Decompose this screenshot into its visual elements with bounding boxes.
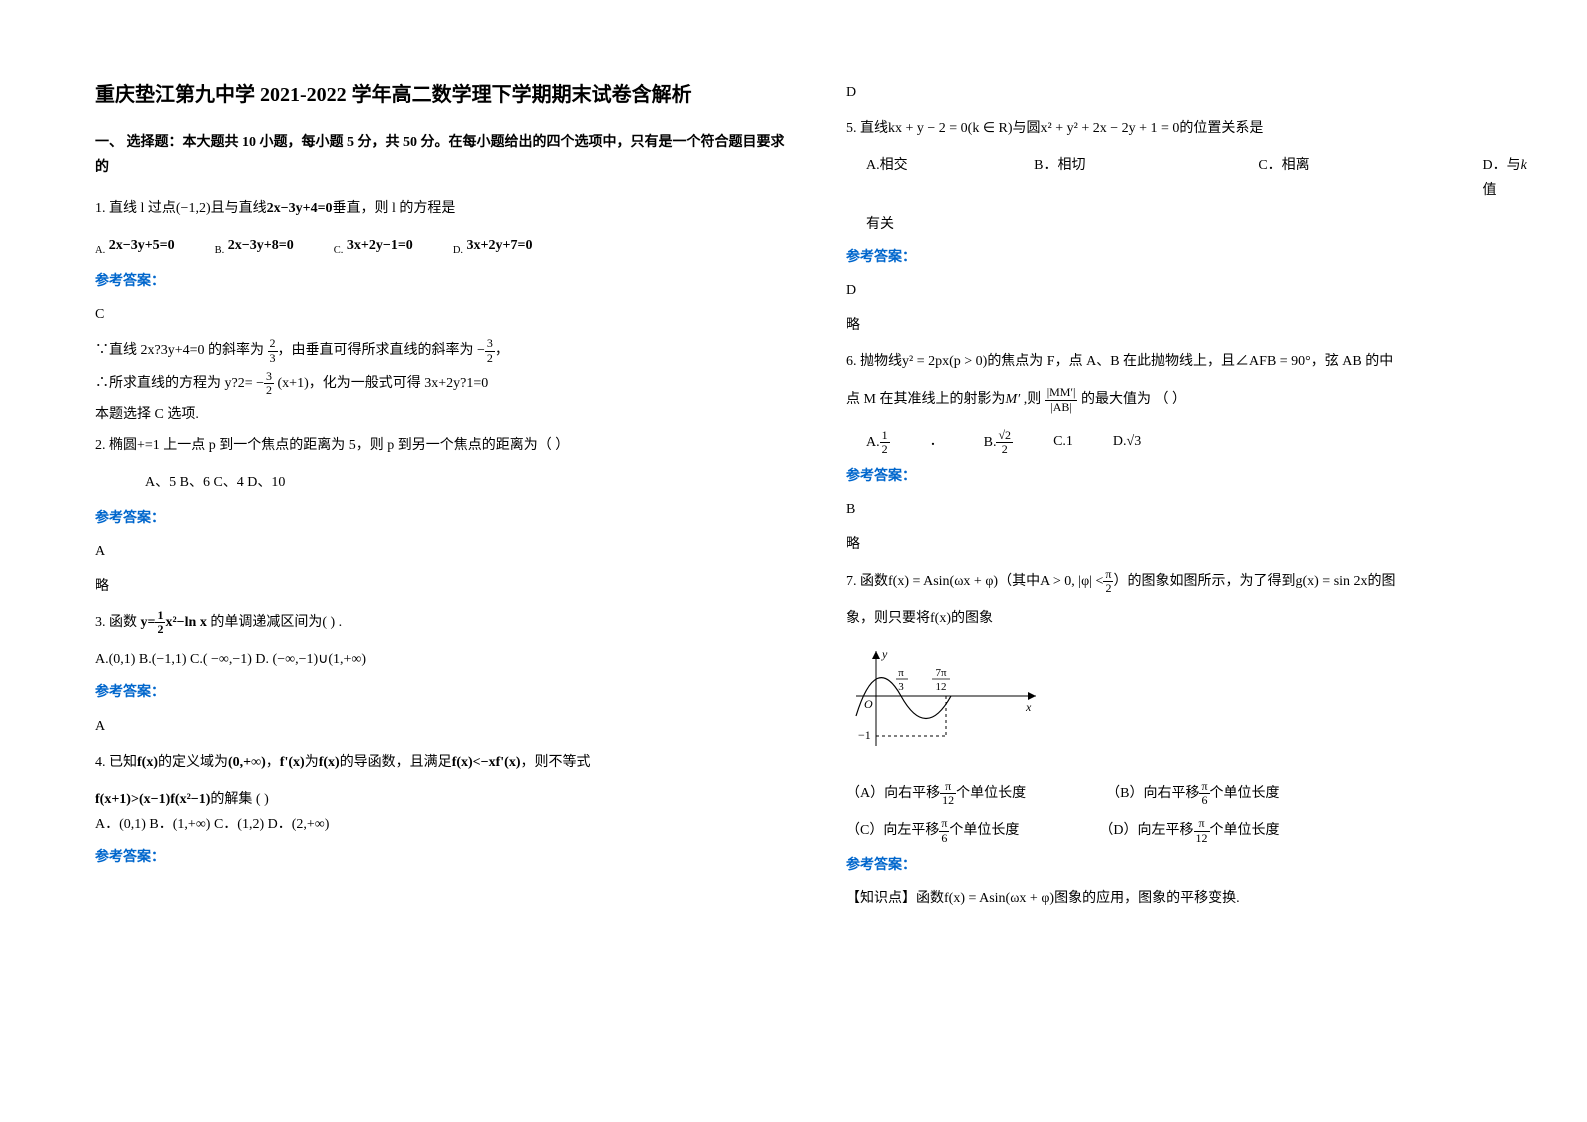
q7-opt-d: （D）向左平移π12个单位长度 (1099, 817, 1279, 844)
q3-answer-label: 参考答案： (95, 680, 786, 705)
frac-2-3: 23 (268, 337, 278, 364)
q1-explain-3: 本题选择 C 选项. (95, 402, 786, 427)
q1-stem-prefix: 1. 直线 l 过点(−1,2)且与直线 (95, 201, 267, 216)
q4-answer-d: D (846, 80, 1537, 105)
q6-ratio: |MM′||AB| (1045, 386, 1078, 413)
q4-answer-label: 参考答案： (95, 845, 786, 870)
q5-answer: D (846, 278, 1537, 303)
question-5: 5. 直线kx + y − 2 = 0(k ∈ R)与圆x² + y² + 2x… (846, 115, 1537, 143)
q1-explain-1: ∵直线 2x?3y+4=0 的斜率为 23，由垂直可得所求直线的斜率为 −32， (95, 337, 786, 364)
q6-opt-d: D.√3 (1113, 429, 1141, 456)
q2-answer-label: 参考答案： (95, 506, 786, 531)
graph-tick1-den: 3 (898, 681, 904, 693)
q5-opt-d-line2: 有关 (866, 212, 1537, 237)
graph-tick1-num: π (898, 667, 904, 679)
q6-opt-a: A.12 (866, 429, 890, 456)
q1-options: A. 2x−3y+5=0 B. 2x−3y+8=0 C. 3x+2y−1=0 D… (95, 233, 786, 261)
q7-knowledge: 【知识点】函数f(x) = Asin(ωx + φ)图象的应用，图象的平移变换. (846, 886, 1537, 911)
q5-answer-label: 参考答案： (846, 245, 1537, 270)
q6-opt-b: B.√22 (984, 429, 1013, 456)
q7-options-row2: （C）向左平移π6个单位长度 （D）向左平移π12个单位长度 (846, 817, 1537, 844)
question-7: 7. 函数f(x) = Asin(ωx + φ)（其中A > 0, |φ| <π… (846, 568, 1537, 596)
q3-options: A.(0,1) B.(−1,1) C.( −∞,−1) D. (−∞,−1)∪(… (95, 647, 786, 672)
q7-opt-b: （B）向右平移π6个单位长度 (1106, 780, 1279, 807)
q6-line2: 点 M 在其准线上的射影为M′ ,则 |MM′||AB| 的最大值为 （ ） (846, 386, 1537, 413)
right-column: D 5. 直线kx + y − 2 = 0(k ∈ R)与圆x² + y² + … (816, 80, 1537, 1082)
q6-options: A.12 ． B.√22 C.1 D.√3 (866, 429, 1537, 456)
frac-neg-3-2: 32 (485, 337, 495, 364)
graph-neg1: −1 (858, 728, 871, 742)
q6-opt-c: C.1 (1053, 429, 1073, 456)
q7-opt-a: （A）向右平移π12个单位长度 (846, 780, 1026, 807)
section-1-header: 一、 选择题：本大题共 10 小题，每小题 5 分，共 50 分。在每小题给出的… (95, 130, 786, 180)
q2-answer: A (95, 539, 786, 564)
graph-tick2-den: 12 (936, 681, 947, 693)
question-2: 2. 椭圆+=1 上一点 p 到一个焦点的距离为 5，则 p 到另一个焦点的距离… (95, 432, 786, 460)
q7-options-row1: （A）向右平移π12个单位长度 （B）向右平移π6个单位长度 (846, 780, 1537, 807)
q7-opt-c: （C）向左平移π6个单位长度 (846, 817, 1019, 844)
q7-line2: 象，则只要将f(x)的图象 (846, 606, 1537, 631)
q5-opt-b: B．相切 (1034, 153, 1258, 203)
left-column: 重庆垫江第九中学 2021-2022 学年高二数学理下学期期末试卷含解析 一、 … (95, 80, 816, 1082)
q5-options: A.相交 B．相切 C．相离 D．与k值 (866, 153, 1537, 203)
q6-explain: 略 (846, 532, 1537, 557)
q2-options: A、5 B、6 C、4 D、10 (145, 470, 786, 495)
q4-ineq2: f(x+1)>(x−1)f(x²−1) (95, 792, 210, 807)
q1-explain-2: ∴所求直线的方程为 y?2= −32 (x+1)，化为一般式可得 3x+2y?1… (95, 370, 786, 397)
q1-opt-a: A. 2x−3y+5=0 (95, 233, 175, 261)
q3-answer: A (95, 714, 786, 739)
q2-explain: 略 (95, 574, 786, 599)
question-3: 3. 函数 y=12x²−ln x 的单调递减区间为( ) . (95, 609, 786, 637)
q6-answer-label: 参考答案： (846, 464, 1537, 489)
q7-answer-label: 参考答案： (846, 853, 1537, 878)
question-4: 4. 已知f(x)的定义域为(0,+∞)，f'(x)为f(x)的导函数，且满足f… (95, 749, 786, 777)
graph-tick2-num: 7π (935, 667, 947, 679)
q1-opt-d: D. 3x+2y+7=0 (453, 233, 533, 261)
q5-opt-a: A.相交 (866, 153, 1034, 203)
frac-neg-3-2-b: 32 (264, 370, 274, 397)
q1-answer: C (95, 302, 786, 327)
q7-graph: y x O −1 π 3 7π 12 (846, 646, 1537, 765)
document-title: 重庆垫江第九中学 2021-2022 学年高二数学理下学期期末试卷含解析 (95, 80, 786, 110)
q3-formula: y=12x²−ln x (141, 615, 207, 630)
graph-y-label: y (881, 647, 888, 661)
q1-answer-label: 参考答案： (95, 269, 786, 294)
graph-x-label: x (1025, 700, 1032, 714)
q5-opt-c: C．相离 (1258, 153, 1482, 203)
q1-stem-suffix: 垂直，则 l 的方程是 (333, 201, 456, 216)
sine-graph-svg: y x O −1 π 3 7π 12 (846, 646, 1046, 756)
question-6: 6. 抛物线y² = 2px(p > 0)的焦点为 F，点 A、B 在此抛物线上… (846, 348, 1537, 376)
q1-opt-b: B. 2x−3y+8=0 (215, 233, 294, 261)
graph-origin: O (864, 697, 873, 711)
q1-opt-c: C. 3x+2y−1=0 (334, 233, 413, 261)
q5-explain: 略 (846, 313, 1537, 338)
q4-options: A．(0,1) B．(1,+∞) C．(1,2) D．(2,+∞) (95, 812, 786, 837)
q1-stem-formula: 2x−3y+4=0 (267, 201, 333, 216)
q4-ineq2-line: f(x+1)>(x−1)f(x²−1)的解集 ( ) (95, 787, 786, 812)
q6-answer: B (846, 497, 1537, 522)
question-1: 1. 直线 l 过点(−1,2)且与直线2x−3y+4=0垂直，则 l 的方程是 (95, 195, 786, 223)
q5-opt-d: D．与k值 (1483, 153, 1538, 203)
